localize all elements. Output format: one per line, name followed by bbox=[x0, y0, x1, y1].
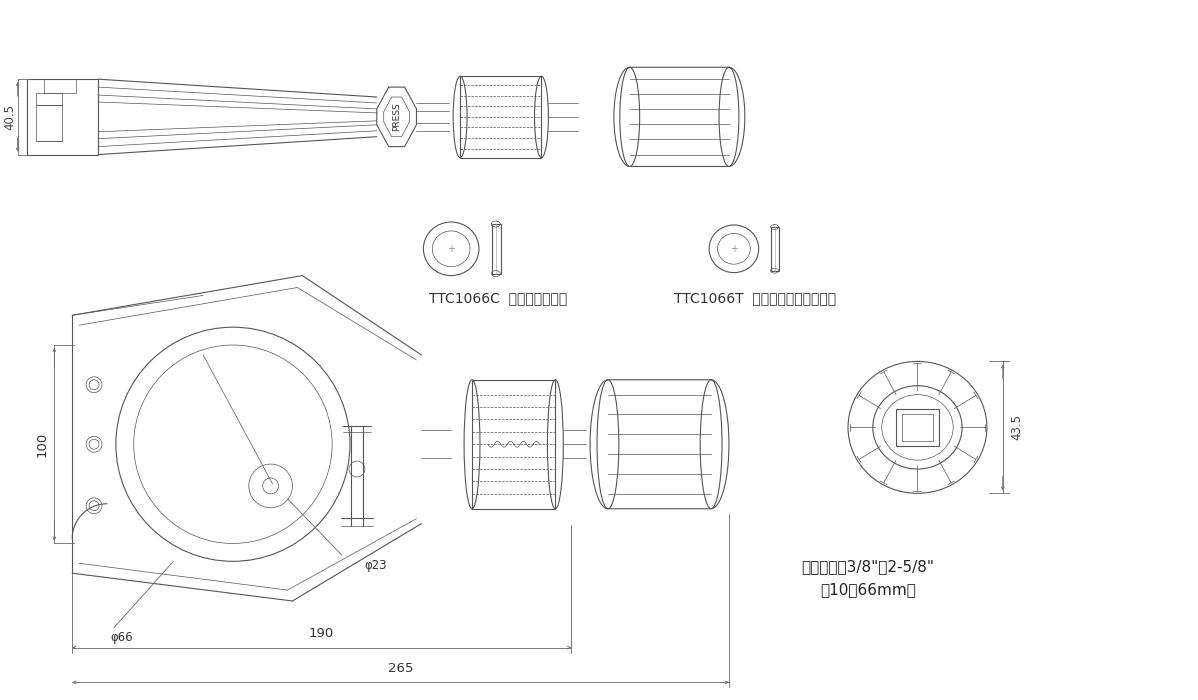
Text: 265: 265 bbox=[388, 662, 413, 675]
Text: 切断能力：3/8"～2-5/8": 切断能力：3/8"～2-5/8" bbox=[801, 559, 934, 574]
Text: TTC1066T  チタンコーティング刀: TTC1066T チタンコーティング刀 bbox=[673, 291, 836, 305]
Text: 190: 190 bbox=[309, 627, 334, 640]
Bar bbox=[896, 409, 939, 446]
Bar bbox=[902, 414, 933, 441]
Bar bbox=[26, 79, 98, 155]
Text: φ23: φ23 bbox=[364, 559, 387, 572]
Text: （10～66mm）: （10～66mm） bbox=[819, 582, 915, 598]
Bar bbox=[44, 79, 77, 93]
Bar bbox=[770, 227, 779, 271]
Text: 100: 100 bbox=[36, 432, 49, 457]
Text: PRESS: PRESS bbox=[392, 102, 401, 131]
Text: +: + bbox=[447, 244, 455, 254]
Text: 43.5: 43.5 bbox=[1010, 414, 1023, 440]
Text: φ66: φ66 bbox=[110, 631, 133, 644]
Text: 40.5: 40.5 bbox=[4, 104, 17, 130]
Bar bbox=[36, 93, 62, 105]
Text: +: + bbox=[730, 244, 738, 254]
Bar bbox=[492, 224, 501, 274]
Bar bbox=[460, 76, 541, 158]
Bar bbox=[472, 380, 556, 509]
Text: TTC1066C  クロムメッキ刀: TTC1066C クロムメッキ刀 bbox=[429, 291, 567, 305]
Bar bbox=[36, 105, 62, 141]
